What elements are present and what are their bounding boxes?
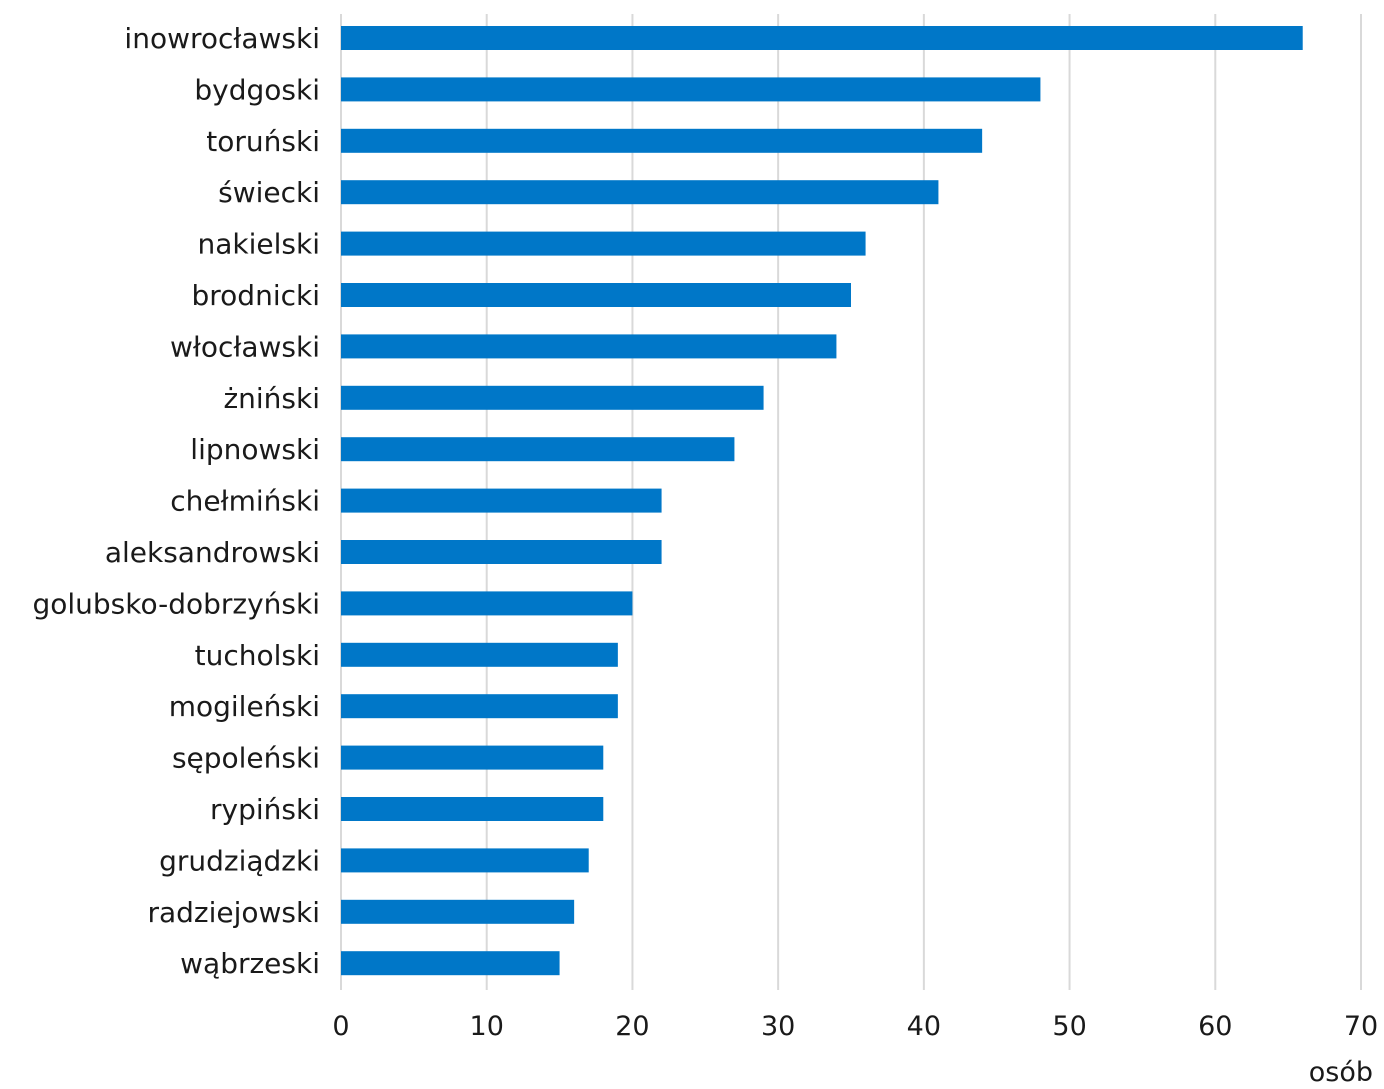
bar: [341, 540, 662, 564]
x-tick-label: 30: [761, 1011, 795, 1042]
bar: [341, 334, 837, 359]
x-tick-label: 10: [470, 1011, 504, 1042]
x-tick-label: 20: [615, 1011, 649, 1042]
category-labels: inowrocławski bydgoski toruński świecki naki…: [32, 22, 320, 980]
bar: [341, 488, 662, 513]
bar: [341, 951, 560, 976]
bar: [341, 591, 633, 616]
category-label: brodnicki: [192, 279, 321, 312]
category-label: radziejowski: [147, 896, 320, 929]
bar: [341, 77, 1041, 102]
bars: [341, 26, 1303, 976]
bar: [341, 385, 764, 410]
bar: [341, 283, 851, 307]
category-label: grudziądzki: [159, 844, 320, 877]
category-label: chełmiński: [170, 485, 320, 518]
bar: [341, 797, 604, 821]
bar: [341, 437, 735, 462]
bar: [341, 26, 1303, 50]
category-label: włocławski: [170, 330, 320, 363]
bar: [341, 128, 983, 153]
bar: [341, 745, 604, 770]
x-tick-label: 60: [1198, 1011, 1232, 1042]
x-tick-label: 0: [332, 1011, 349, 1042]
category-label: inowrocławski: [124, 22, 320, 55]
x-tick-labels: 0 10 20 30 40 50 60 70: [332, 1011, 1378, 1042]
category-label: nakielski: [198, 228, 321, 261]
bar: [341, 694, 618, 719]
category-label: żniński: [223, 382, 320, 415]
x-tick-label: 50: [1052, 1011, 1086, 1042]
bar: [341, 899, 575, 924]
bar: [341, 848, 589, 873]
category-label: lipnowski: [190, 433, 320, 466]
category-label: sępoleński: [172, 742, 320, 775]
bar: [341, 180, 939, 205]
category-label: toruński: [206, 125, 320, 158]
category-label: aleksandrowski: [105, 536, 320, 569]
x-axis-title: osób: [1309, 1057, 1373, 1085]
category-label: tucholski: [195, 639, 320, 672]
x-tick-label: 40: [907, 1011, 941, 1042]
category-label: rypiński: [210, 793, 320, 826]
bar: [341, 231, 866, 256]
bar: [341, 642, 618, 667]
category-label: świecki: [218, 176, 320, 209]
x-tick-label: 70: [1344, 1011, 1378, 1042]
category-label: wąbrzeski: [180, 947, 320, 980]
category-label: mogileński: [169, 690, 320, 723]
category-label: golubsko-dobrzyński: [32, 587, 320, 620]
category-label: bydgoski: [194, 73, 320, 106]
